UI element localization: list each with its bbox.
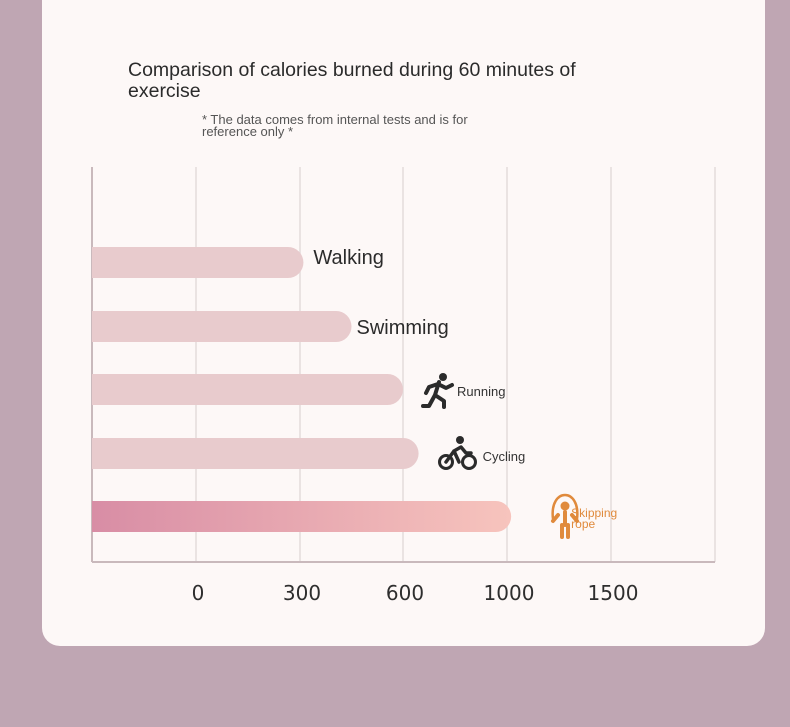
- bar-group: [92, 311, 352, 342]
- bar-label: Skipping rope: [571, 506, 617, 531]
- bar: [92, 438, 419, 469]
- bar-group: [92, 374, 403, 405]
- x-tick-label: 1500: [588, 581, 639, 605]
- bar-group: [92, 247, 304, 278]
- bar: [92, 374, 403, 405]
- x-tick-label: 300: [283, 581, 321, 605]
- bar-group: [92, 438, 419, 469]
- bar-label: Swimming: [357, 317, 449, 339]
- chart-subtitle: * The data comes from internal tests and…: [202, 112, 468, 139]
- running-person-icon: [421, 373, 454, 409]
- bar: [92, 501, 512, 532]
- bar-group: [92, 501, 512, 532]
- bar-label: Running: [457, 384, 505, 399]
- x-tick-label: 600: [386, 581, 424, 605]
- x-tick-label: 0: [192, 581, 205, 605]
- chart-title: Comparison of calories burned during 60 …: [128, 59, 576, 102]
- bar: [92, 311, 352, 342]
- bar-label: Cycling: [483, 449, 526, 464]
- bar-label: Walking: [313, 247, 383, 269]
- bar: [92, 247, 304, 278]
- skipping-rope-icon: [551, 493, 579, 539]
- cyclist-icon: [438, 436, 477, 470]
- x-tick-label: 1000: [484, 581, 535, 605]
